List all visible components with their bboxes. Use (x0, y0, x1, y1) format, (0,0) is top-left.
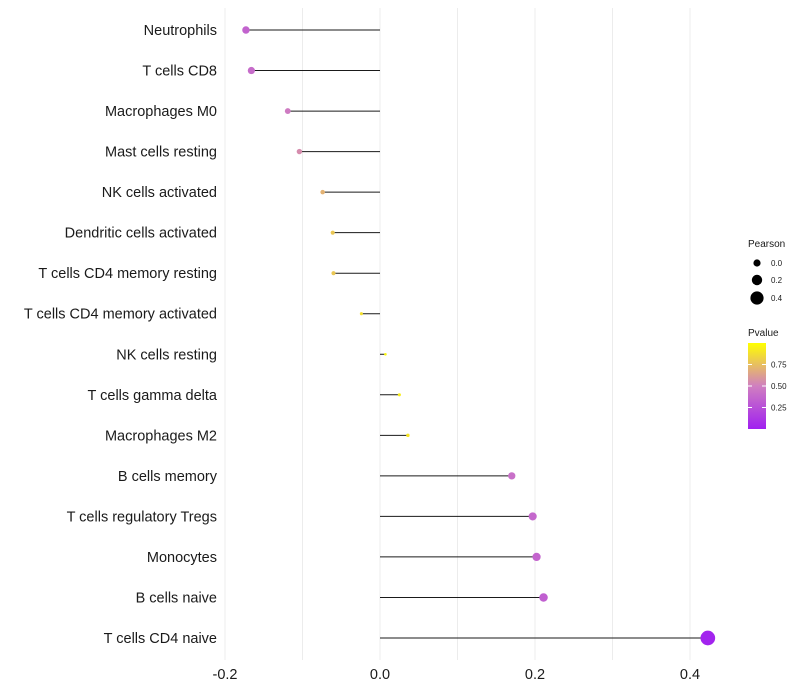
lollipop-point (320, 189, 325, 195)
lollipop-point (539, 593, 548, 602)
category-label: B cells naive (136, 590, 217, 606)
x-tick-label: 0.2 (525, 667, 545, 683)
color-legend-label: 0.75 (771, 361, 787, 370)
category-label: Mast cells resting (105, 145, 217, 161)
category-label: T cells CD4 memory resting (38, 266, 217, 282)
x-tick-label: 0.4 (680, 667, 700, 683)
size-legend-dot (753, 259, 761, 267)
lollipop-point (384, 352, 387, 356)
size-legend-label: 0.0 (771, 259, 783, 268)
lollipop-point (406, 433, 410, 438)
lollipop-point (296, 148, 303, 155)
lollipop-points (242, 26, 716, 646)
lollipop-point (331, 271, 336, 276)
color-legend-label: 0.25 (771, 404, 787, 413)
lollipop-point (359, 312, 363, 316)
category-label: T cells CD4 memory activated (24, 307, 217, 323)
category-label: T cells gamma delta (88, 388, 218, 404)
lollipop-point (284, 108, 291, 114)
lollipop-point (528, 512, 537, 521)
category-label: B cells memory (118, 469, 218, 485)
color-legend: Pvalue 0.25 0.50 0.75 (748, 328, 787, 429)
size-legend-label: 0.4 (771, 294, 783, 303)
grid-lines (224, 8, 691, 660)
category-label: T cells regulatory Tregs (67, 509, 217, 525)
category-label: Neutrophils (144, 23, 217, 39)
lollipop-point (247, 66, 255, 75)
lollipop-point (532, 552, 541, 562)
x-tick-label: 0.0 (370, 667, 390, 683)
category-label: NK cells activated (102, 185, 217, 201)
x-axis-tick-labels: -0.2 0.0 0.2 0.4 (213, 667, 701, 683)
category-label: Macrophages M0 (105, 104, 217, 120)
size-legend-dot (750, 291, 764, 305)
size-legend-label: 0.2 (771, 276, 783, 285)
size-legend-title: Pearson (748, 239, 785, 250)
category-labels: Neutrophils T cells CD8 Macrophages M0 Mast… (24, 23, 218, 647)
category-label: T cells CD8 (142, 64, 217, 80)
lollipop-point (330, 230, 335, 235)
color-legend-label: 0.50 (771, 382, 787, 391)
size-legend-dot (751, 274, 763, 286)
category-label: Monocytes (147, 550, 217, 566)
x-tick-label: -0.2 (213, 667, 238, 683)
lollipop-stems (245, 29, 708, 639)
category-label: Macrophages M2 (105, 428, 217, 444)
color-legend-title: Pvalue (748, 328, 779, 339)
category-label: T cells CD4 naive (104, 631, 217, 647)
size-legend: Pearson 0.0 0.2 0.4 (748, 239, 785, 305)
category-label: NK cells resting (116, 347, 217, 363)
lollipop-point (700, 630, 716, 646)
lollipop-point (508, 472, 516, 480)
category-label: Dendritic cells activated (65, 226, 217, 242)
color-legend-bar (748, 343, 766, 429)
lollipop-point (242, 26, 250, 34)
lollipop-point (397, 393, 401, 397)
